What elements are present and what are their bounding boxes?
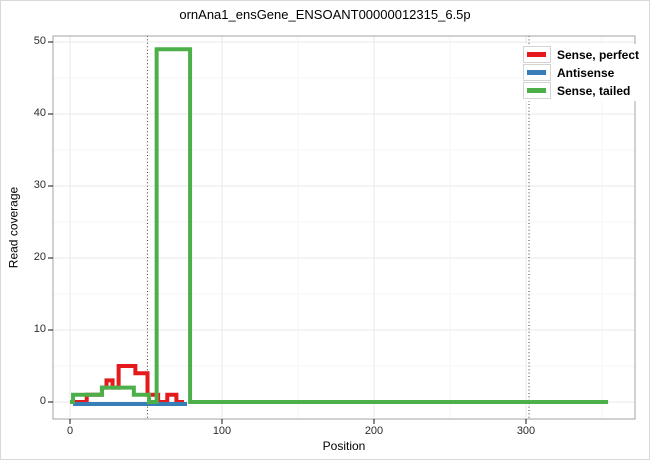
legend-key-box xyxy=(522,82,551,99)
legend-key-box xyxy=(522,64,551,81)
legend-label: Sense, perfect xyxy=(556,47,639,62)
x-tick-label: 0 xyxy=(66,425,74,437)
x-axis-tick-labels: 0 100 200 300 xyxy=(0,425,650,439)
y-tick-label: 0 xyxy=(39,395,46,407)
y-axis-title: Read coverage xyxy=(6,186,21,269)
chart-title: ornAna1_ensGene_ENSOANT00000012315_6.5p xyxy=(179,7,471,22)
y-tick-label: 10 xyxy=(33,323,46,335)
x-tick-label: 100 xyxy=(212,425,232,437)
legend-key-box xyxy=(522,46,551,63)
legend-label: Antisense xyxy=(556,65,615,80)
legend-line-swatch xyxy=(527,88,547,93)
x-tick-label: 200 xyxy=(364,425,384,437)
x-tick-label: 300 xyxy=(516,425,536,437)
legend-item-sense-perfect: Sense, perfect xyxy=(522,46,639,63)
x-axis-title: Position xyxy=(322,439,366,453)
series-line-sense-tailed xyxy=(70,47,609,404)
legend: Sense, perfect Antisense Sense, tailed xyxy=(520,44,641,101)
y-axis-tick-labels: 0 10 20 30 40 50 xyxy=(0,0,46,460)
legend-item-antisense: Antisense xyxy=(522,64,639,81)
legend-label: Sense, tailed xyxy=(556,83,631,98)
y-tick-label: 50 xyxy=(33,35,46,47)
legend-item-sense-tailed: Sense, tailed xyxy=(522,82,639,99)
y-tick-label: 20 xyxy=(33,251,46,263)
panel-border xyxy=(52,35,636,420)
y-tick-label: 40 xyxy=(33,107,46,119)
legend-line-swatch xyxy=(527,70,547,75)
y-tick-label: 30 xyxy=(33,179,46,191)
legend-line-swatch xyxy=(527,52,547,57)
